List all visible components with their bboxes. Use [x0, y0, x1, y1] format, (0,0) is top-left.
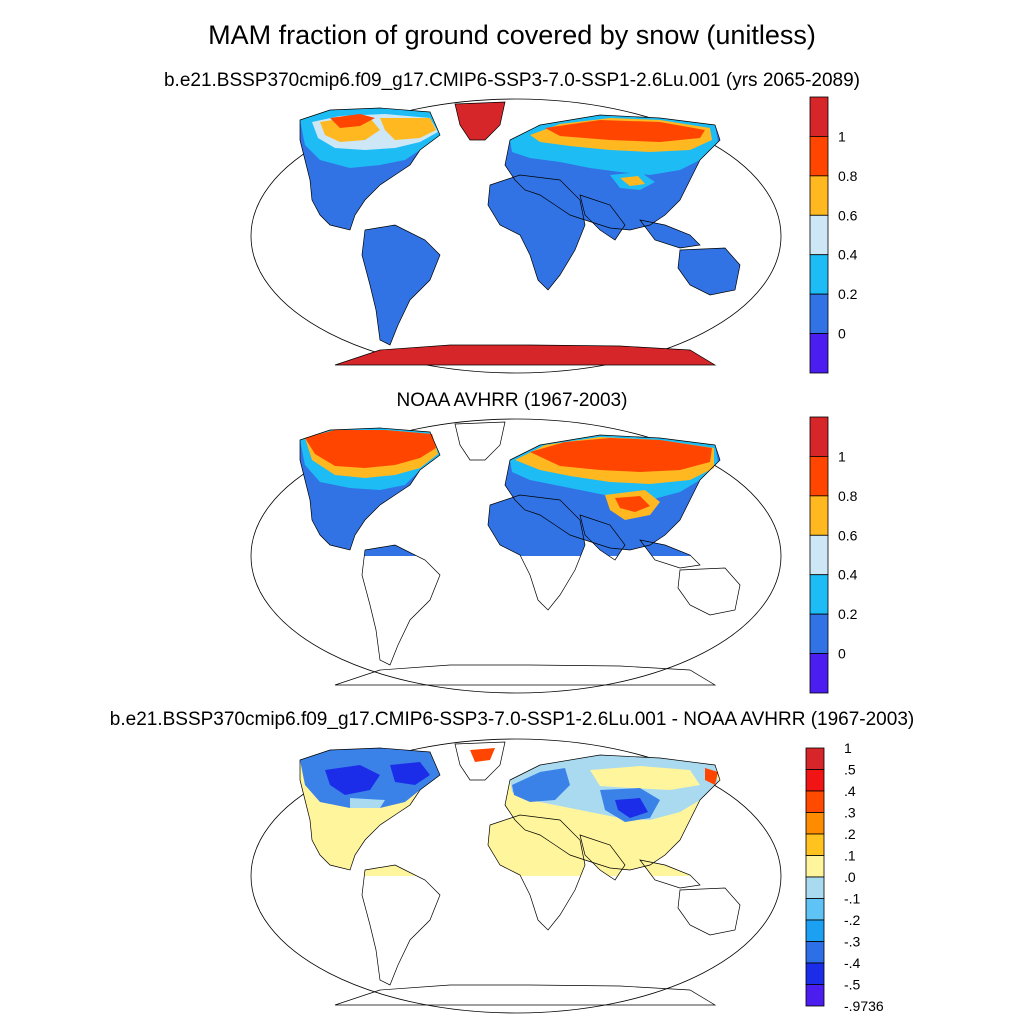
colorbar-swatch	[809, 96, 829, 137]
colorbar-panel-1: 1 0.8 0.6 0.4 0.2 0	[809, 96, 858, 374]
colorbars: 1 0.8 0.6 0.4 0.2 0 1 0.8 0.6 0.4 0.2 0 1 .5 .4 .3 .2.…	[805, 96, 884, 1014]
snow-bands	[300, 422, 718, 520]
colorbar-label: 0	[838, 326, 846, 342]
colorbar-swatch	[809, 254, 829, 295]
colorbar-swatch	[809, 333, 829, 374]
colorbar-swatch	[805, 984, 825, 1007]
colorbar-swatch	[809, 534, 829, 576]
difference-bands	[300, 742, 718, 822]
colorbar-swatch	[809, 456, 829, 497]
colorbar-label: 1	[838, 448, 846, 464]
colorbar-label: 0.4	[838, 567, 858, 583]
colorbar-swatch	[805, 898, 825, 921]
snow-bands	[300, 102, 718, 365]
panel-3-map	[250, 738, 782, 1014]
colorbar-label: 0.2	[838, 606, 858, 622]
colorbar-swatch	[805, 855, 825, 878]
colorbar-label: .0	[844, 869, 856, 885]
panel-1-map	[250, 98, 782, 374]
colorbar-label: 0.8	[838, 488, 858, 504]
colorbar-panel-2: 1 0.8 0.6 0.4 0.2 0	[809, 416, 858, 694]
colorbar-label: .5	[844, 762, 856, 778]
colorbar-label: 0.2	[838, 286, 858, 302]
colorbar-swatch	[809, 136, 829, 177]
panel-2-title: NOAA AVHRR (1967-2003)	[396, 390, 628, 411]
colorbar-label: -.1	[844, 891, 861, 907]
colorbar-label: 0.6	[838, 527, 858, 543]
colorbar-swatch	[809, 293, 829, 334]
colorbar-label: 0.4	[838, 247, 858, 263]
colorbar-label: -.4	[844, 955, 861, 971]
colorbar-label: 0.6	[838, 207, 858, 223]
colorbar-label: -.5	[844, 977, 861, 993]
figure-title: MAM fraction of ground covered by snow (…	[208, 20, 816, 50]
colorbar-swatch	[805, 919, 825, 942]
panel-2-map	[250, 418, 782, 694]
colorbar-swatch	[805, 747, 825, 770]
colorbar-label: .1	[844, 848, 856, 864]
colorbar-swatch	[809, 613, 829, 654]
colorbar-swatch	[809, 574, 829, 615]
colorbar-label: -.3	[844, 934, 861, 950]
colorbar-swatch	[805, 941, 825, 964]
colorbar-swatch	[805, 833, 825, 856]
colorbar-label: 1	[844, 740, 852, 756]
colorbar-label: .4	[844, 783, 856, 799]
colorbar-swatch	[805, 790, 825, 813]
colorbar-panel-3: 1 .5 .4 .3 .2 .1 .0 -.1 -.2 -.3 -.4 -.5 -.9736	[805, 740, 884, 1014]
colorbar-swatch	[809, 495, 829, 536]
colorbar-label: 0.8	[838, 168, 858, 184]
colorbar-label: 1	[838, 128, 846, 144]
colorbar-label: .2	[844, 826, 856, 842]
panel-1-title: b.e21.BSSP370cmip6.f09_g17.CMIP6-SSP3-7.…	[163, 70, 861, 91]
colorbar-swatch	[805, 962, 825, 985]
colorbar-label: -.9736	[844, 998, 884, 1014]
colorbar-swatch	[809, 214, 829, 256]
colorbar-swatch	[805, 812, 825, 835]
colorbar-swatch	[809, 416, 829, 457]
colorbar-swatch	[805, 876, 825, 899]
colorbar-label: -.2	[844, 912, 861, 928]
colorbar-swatch	[809, 175, 829, 216]
colorbar-label: 0	[838, 646, 846, 662]
panel-3-title: b.e21.BSSP370cmip6.f09_g17.CMIP6-SSP3-7.…	[109, 709, 915, 730]
colorbar-swatch	[809, 653, 829, 694]
colorbar-swatch	[805, 769, 825, 792]
colorbar-label: .3	[844, 805, 856, 821]
